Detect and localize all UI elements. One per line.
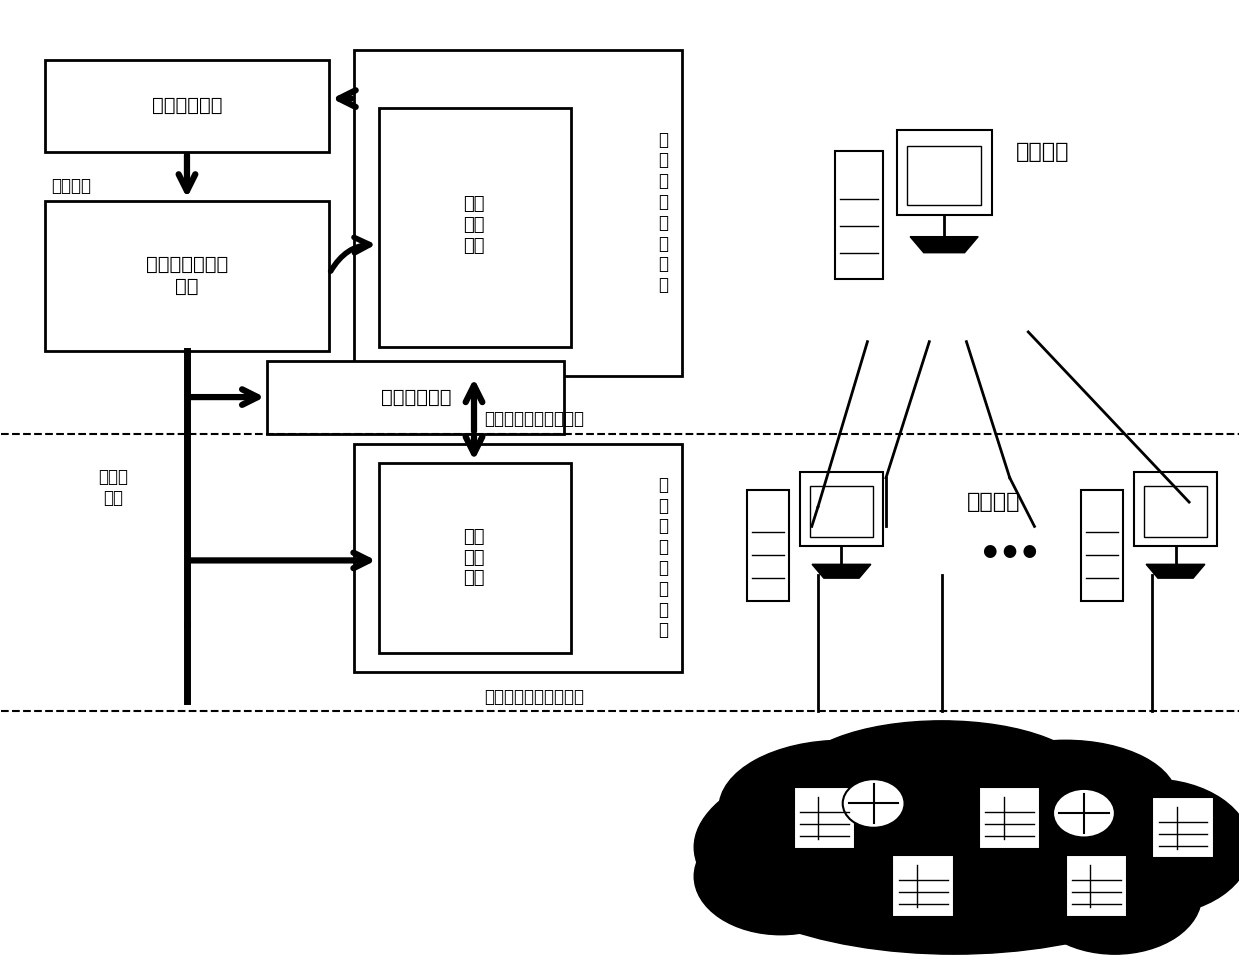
Text: 省控中心: 省控中心 <box>1016 142 1069 162</box>
Polygon shape <box>1146 565 1205 578</box>
Ellipse shape <box>694 740 1214 955</box>
Text: 区控中心: 区控中心 <box>966 492 1021 512</box>
Text: 区
级
指
令
异
常
检
测: 区 级 指 令 异 常 检 测 <box>658 476 668 640</box>
FancyBboxPatch shape <box>353 50 682 375</box>
FancyBboxPatch shape <box>45 59 330 152</box>
FancyBboxPatch shape <box>893 855 954 916</box>
FancyBboxPatch shape <box>980 788 1040 848</box>
FancyBboxPatch shape <box>45 201 330 351</box>
Text: 指令异常行为信息采集: 指令异常行为信息采集 <box>484 687 584 706</box>
Text: 识别效果反馈: 识别效果反馈 <box>151 96 222 115</box>
FancyBboxPatch shape <box>378 108 570 346</box>
Text: ● ● ●: ● ● ● <box>983 542 1037 560</box>
Ellipse shape <box>719 740 966 877</box>
Text: 指令异常分类器
训练: 指令异常分类器 训练 <box>146 255 228 296</box>
Ellipse shape <box>954 740 1177 857</box>
FancyBboxPatch shape <box>268 361 564 434</box>
FancyBboxPatch shape <box>1081 490 1122 602</box>
FancyBboxPatch shape <box>800 472 883 546</box>
Ellipse shape <box>694 818 868 935</box>
Text: 指令异常行为信息采集: 指令异常行为信息采集 <box>484 410 584 428</box>
Ellipse shape <box>794 721 1090 838</box>
Polygon shape <box>812 565 870 578</box>
FancyBboxPatch shape <box>810 486 873 536</box>
FancyBboxPatch shape <box>908 146 981 205</box>
FancyBboxPatch shape <box>836 151 883 280</box>
FancyBboxPatch shape <box>353 444 682 672</box>
Ellipse shape <box>1053 779 1240 916</box>
Text: 分类器
下发: 分类器 下发 <box>98 468 128 507</box>
FancyBboxPatch shape <box>794 788 854 848</box>
Text: 前测终端: 前测终端 <box>1016 907 1056 924</box>
Text: 省
级
指
令
异
常
检
测: 省 级 指 令 异 常 检 测 <box>658 131 668 294</box>
FancyBboxPatch shape <box>1143 486 1208 536</box>
Ellipse shape <box>1028 838 1202 955</box>
Text: 样本扩充: 样本扩充 <box>51 177 91 195</box>
Polygon shape <box>910 237 978 253</box>
FancyBboxPatch shape <box>897 130 992 215</box>
Text: 指令异常感知: 指令异常感知 <box>381 388 451 407</box>
FancyBboxPatch shape <box>1135 472 1216 546</box>
FancyBboxPatch shape <box>1065 855 1127 916</box>
FancyBboxPatch shape <box>378 463 570 653</box>
Text: 指令
异常
分析: 指令 异常 分析 <box>464 527 485 587</box>
FancyBboxPatch shape <box>748 490 789 602</box>
Text: 指令
异常
分析: 指令 异常 分析 <box>464 195 485 254</box>
FancyBboxPatch shape <box>1152 798 1214 858</box>
Circle shape <box>1053 789 1115 838</box>
Circle shape <box>843 779 904 828</box>
